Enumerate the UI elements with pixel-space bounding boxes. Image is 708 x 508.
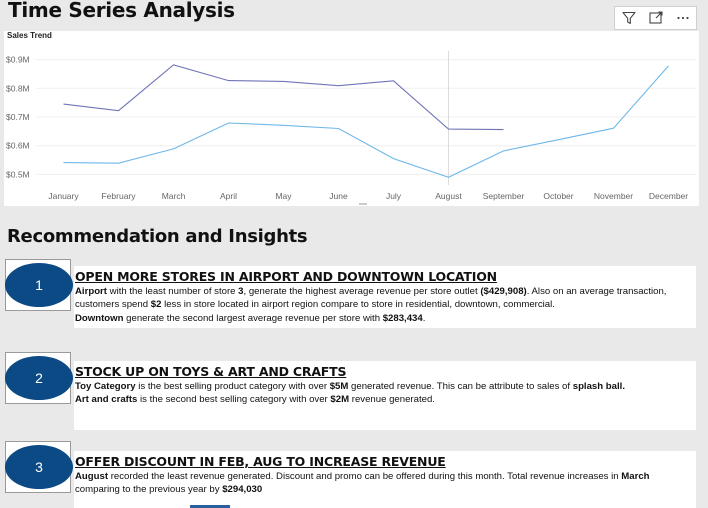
insight-heading: OFFER DISCOUNT IN FEB, AUG TO INCREASE R… xyxy=(75,454,446,469)
insight-body: August recorded the least revenue genera… xyxy=(75,471,650,496)
y-tick-label: $0.6M xyxy=(6,141,30,151)
insight-body: Airport with the least number of store 3… xyxy=(75,286,667,324)
insight-number-box: 2 xyxy=(5,352,73,404)
x-tick-label: March xyxy=(162,191,186,201)
series-line xyxy=(63,65,669,178)
y-tick-label: $0.7M xyxy=(6,112,30,122)
insight-number-badge: 2 xyxy=(5,356,73,400)
insight-number-badge: 1 xyxy=(5,263,73,307)
chart-title: Sales Trend xyxy=(7,31,52,40)
page-title: Time Series Analysis xyxy=(8,0,235,22)
insight-heading: OPEN MORE STORES IN AIRPORT AND DOWNTOWN… xyxy=(75,269,497,284)
x-tick-label: July xyxy=(386,191,402,201)
insight-card: OPEN MORE STORES IN AIRPORT AND DOWNTOWN… xyxy=(74,266,696,328)
x-tick-label: January xyxy=(48,191,79,201)
filter-button[interactable] xyxy=(615,7,642,29)
more-options-button[interactable] xyxy=(669,7,696,29)
focus-mode-icon xyxy=(648,11,663,24)
y-tick-label: $0.8M xyxy=(6,83,30,93)
section-title: Recommendation and Insights xyxy=(7,226,308,247)
x-tick-label: November xyxy=(594,191,633,201)
insight-card: OFFER DISCOUNT IN FEB, AUG TO INCREASE R… xyxy=(74,451,696,508)
x-tick-label: December xyxy=(649,191,688,201)
insight-number-box: 1 xyxy=(5,259,73,311)
insight-number-box: 3 xyxy=(5,441,73,493)
y-tick-label: $0.5M xyxy=(6,169,30,179)
x-tick-label: May xyxy=(275,191,292,201)
line-chart-svg: $0.9M $0.8M $0.7M $0.6M $0.5M January February… xyxy=(6,51,696,205)
y-tick-label: $0.9M xyxy=(6,55,30,65)
insight-card: STOCK UP ON TOYS & ART AND CRAFTS Toy Ca… xyxy=(74,361,696,430)
insight-body: Toy Category is the best selling product… xyxy=(75,381,625,406)
x-tick-label: August xyxy=(435,191,462,201)
x-tick-label: September xyxy=(483,191,525,201)
visual-header-toolbar xyxy=(614,6,697,30)
x-tick-label: June xyxy=(329,191,348,201)
x-tick-label: October xyxy=(543,191,573,201)
focus-mode-button[interactable] xyxy=(642,7,669,29)
more-options-icon xyxy=(676,16,689,20)
insight-heading: STOCK UP ON TOYS & ART AND CRAFTS xyxy=(75,364,347,379)
x-tick-label: April xyxy=(220,191,237,201)
x-tick-label: February xyxy=(101,191,136,201)
series-line xyxy=(63,64,504,131)
filter-icon xyxy=(621,11,636,25)
insight-number-badge: 3 xyxy=(5,445,73,489)
sales-trend-chart[interactable]: Sales Trend $0.9M $0.8M $0.7M $0.6M $0.5M Jan… xyxy=(4,31,699,206)
scrollbar-thumb[interactable] xyxy=(190,505,230,508)
